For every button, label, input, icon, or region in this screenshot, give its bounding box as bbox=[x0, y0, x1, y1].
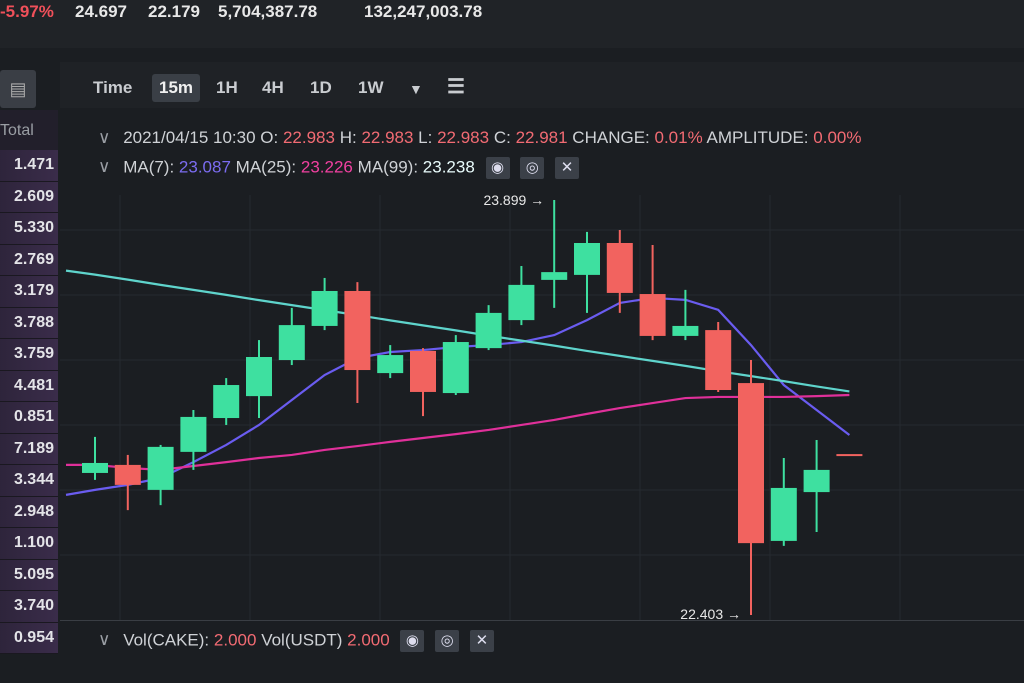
close-icon[interactable]: ✕ bbox=[469, 630, 494, 652]
settings-icon[interactable]: ◎ bbox=[520, 157, 545, 179]
candle-up bbox=[213, 385, 240, 419]
chevron-down-icon[interactable]: ∨ bbox=[98, 128, 111, 147]
candle-up bbox=[442, 342, 469, 394]
high-label: H: bbox=[339, 128, 357, 147]
candle-up bbox=[180, 416, 207, 452]
orderbook-total-row[interactable]: 3.788 bbox=[0, 307, 58, 339]
orderbook-total-row[interactable]: 2.769 bbox=[0, 244, 58, 276]
candle-down bbox=[114, 464, 141, 485]
tab-time[interactable]: Time bbox=[93, 78, 133, 97]
close-label: C: bbox=[493, 128, 511, 147]
tab-15m[interactable]: 15m bbox=[152, 74, 201, 102]
amplitude-value: 0.00% bbox=[813, 128, 862, 147]
24h-volume-quote: 132,247,003.78 bbox=[364, 2, 483, 21]
caret-down-icon[interactable]: ▼ bbox=[409, 81, 423, 97]
tab-4h[interactable]: 4H bbox=[262, 78, 284, 97]
close-icon[interactable]: ✕ bbox=[555, 157, 579, 179]
orderbook-total-header: Total bbox=[0, 122, 34, 139]
high-value: 22.983 bbox=[361, 128, 414, 147]
change-label: CHANGE: bbox=[572, 128, 650, 147]
orderbook-layout-icon[interactable]: ▤ bbox=[0, 70, 36, 108]
amplitude-label: AMPLITUDE: bbox=[706, 128, 809, 147]
sliders-icon[interactable]: ☰ bbox=[447, 76, 465, 98]
candle-up bbox=[82, 462, 108, 473]
candle-up bbox=[246, 357, 272, 397]
orderbook-total-row[interactable]: 4.481 bbox=[0, 370, 58, 402]
orderbook-total-row[interactable]: 7.189 bbox=[0, 433, 58, 465]
ma25-label: MA(25): bbox=[235, 157, 297, 177]
close-value: 22.981 bbox=[515, 128, 568, 147]
candle-up bbox=[770, 487, 797, 541]
volume-legend: ∨ Vol(CAKE): 2.000 Vol(USDT) 2.000 ◉ ◎ ✕ bbox=[98, 630, 494, 652]
candle-up bbox=[377, 355, 404, 374]
ma-legend: ∨ MA(7): 23.087 MA(25): 23.226 MA(99): 2… bbox=[98, 157, 579, 179]
orderbook-total-row[interactable]: 3.344 bbox=[0, 465, 58, 497]
24h-high: 24.697 bbox=[75, 2, 127, 21]
ma25-value: 23.226 bbox=[300, 157, 353, 177]
vol-base-value: 2.000 bbox=[213, 630, 257, 650]
candle-up bbox=[574, 242, 600, 275]
low-value: 22.983 bbox=[437, 128, 490, 147]
candle-up bbox=[311, 290, 338, 326]
candle-up bbox=[278, 325, 305, 361]
orderbook-total-row[interactable]: 5.095 bbox=[0, 559, 58, 591]
candle-up bbox=[672, 325, 699, 336]
ma99-label: MA(99): bbox=[357, 157, 419, 177]
chevron-down-icon[interactable]: ∨ bbox=[98, 157, 111, 177]
change-percent: -5.97% bbox=[0, 2, 54, 21]
24h-low: 22.179 bbox=[148, 2, 200, 21]
change-value: 0.01% bbox=[654, 128, 703, 147]
orderbook-total-row[interactable]: 2.609 bbox=[0, 181, 58, 213]
settings-icon[interactable]: ◎ bbox=[435, 630, 460, 652]
24h-volume-base: 5,704,387.78 bbox=[218, 2, 318, 21]
candle-datetime: 2021/04/15 10:30 bbox=[123, 128, 256, 147]
price-annotation: 23.899 → bbox=[483, 192, 544, 208]
chevron-down-icon[interactable]: ∨ bbox=[98, 630, 111, 650]
eye-icon[interactable]: ◉ bbox=[485, 157, 510, 179]
open-label: O: bbox=[260, 128, 279, 147]
orderbook-total-row[interactable]: 3.740 bbox=[0, 591, 58, 623]
candle-up bbox=[475, 312, 502, 349]
orderbook-total-row[interactable]: 1.100 bbox=[0, 528, 58, 560]
orderbook-total-row[interactable]: 0.954 bbox=[0, 622, 58, 654]
candle-down bbox=[606, 242, 633, 293]
candle-down bbox=[410, 350, 436, 392]
tab-1d[interactable]: 1D bbox=[310, 78, 332, 97]
candle-up bbox=[541, 272, 568, 280]
candle-down bbox=[836, 454, 863, 457]
orderbook-total-row[interactable]: 3.759 bbox=[0, 339, 58, 371]
ohlc-legend: ∨ 2021/04/15 10:30 O: 22.983 H: 22.983 L… bbox=[98, 128, 861, 148]
ma7-value: 23.087 bbox=[178, 157, 231, 177]
tab-1h[interactable]: 1H bbox=[216, 78, 238, 97]
ticker-bar bbox=[0, 0, 1024, 48]
tab-1w[interactable]: 1W bbox=[358, 78, 384, 97]
eye-icon[interactable]: ◉ bbox=[400, 630, 425, 652]
chart-toolbar bbox=[60, 62, 1024, 108]
candle-down bbox=[639, 294, 666, 336]
vol-quote-label: Vol(USDT) bbox=[261, 630, 343, 650]
candle-up bbox=[803, 469, 830, 493]
candle-down bbox=[705, 330, 732, 391]
orderbook-total-row[interactable]: 0.851 bbox=[0, 402, 58, 434]
ma7-label: MA(7): bbox=[123, 157, 175, 177]
candle-up bbox=[508, 284, 535, 321]
low-label: L: bbox=[418, 128, 433, 147]
orderbook-totals: 1.471 2.609 5.330 2.769 3.179 3.788 3.759 4.481… bbox=[0, 150, 58, 654]
orderbook-total-row[interactable]: 2.948 bbox=[0, 496, 58, 528]
candle-down bbox=[738, 383, 764, 544]
candle-down bbox=[344, 290, 371, 371]
orderbook-total-row[interactable]: 1.471 bbox=[0, 150, 58, 182]
orderbook-total-row[interactable]: 3.179 bbox=[0, 276, 58, 308]
ma99-value: 23.238 bbox=[422, 157, 475, 177]
divider bbox=[60, 620, 1024, 621]
orderbook-total-row[interactable]: 5.330 bbox=[0, 213, 58, 245]
vol-quote-value: 2.000 bbox=[347, 630, 390, 650]
open-value: 22.983 bbox=[282, 128, 335, 147]
price-annotation: 22.403 → bbox=[680, 606, 741, 622]
vol-base-label: Vol(CAKE): bbox=[123, 630, 210, 650]
candle-up bbox=[147, 446, 174, 490]
